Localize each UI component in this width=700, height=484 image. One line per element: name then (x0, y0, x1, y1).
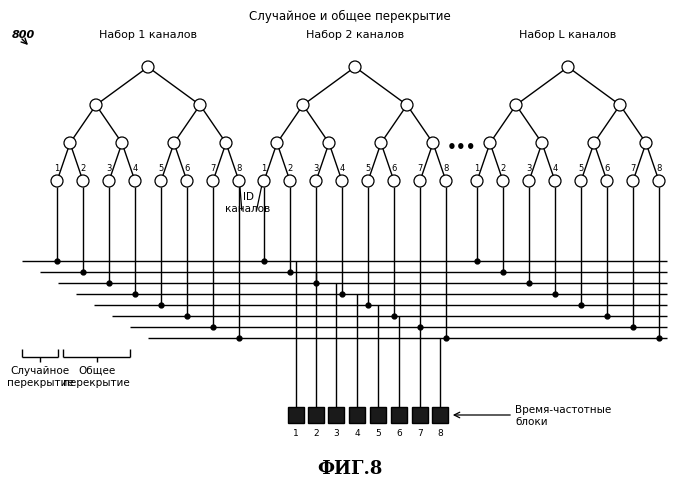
Circle shape (310, 176, 322, 188)
Bar (370, 407, 386, 423)
Circle shape (484, 138, 496, 150)
Text: 8: 8 (437, 428, 443, 437)
Circle shape (77, 176, 89, 188)
Bar (412, 407, 428, 423)
Text: Случайное и общее перекрытие: Случайное и общее перекрытие (249, 10, 451, 23)
Circle shape (116, 138, 128, 150)
Text: 6: 6 (184, 164, 190, 173)
Circle shape (362, 176, 374, 188)
Text: 8: 8 (443, 164, 449, 173)
Bar (288, 407, 304, 423)
Circle shape (194, 100, 206, 112)
Text: Общее
перекрытие: Общее перекрытие (63, 365, 130, 387)
Circle shape (388, 176, 400, 188)
Circle shape (401, 100, 413, 112)
Circle shape (536, 138, 548, 150)
Circle shape (90, 100, 102, 112)
Circle shape (271, 138, 283, 150)
Circle shape (601, 176, 613, 188)
Text: 3: 3 (333, 428, 339, 437)
Text: 5: 5 (375, 428, 381, 437)
Circle shape (497, 176, 509, 188)
Text: 3: 3 (106, 164, 112, 173)
Circle shape (168, 138, 180, 150)
Text: 5: 5 (365, 164, 370, 173)
Text: Время-частотные
блоки: Время-частотные блоки (515, 404, 611, 426)
Circle shape (414, 176, 426, 188)
Text: 1: 1 (55, 164, 60, 173)
Circle shape (653, 176, 665, 188)
Circle shape (575, 176, 587, 188)
Bar (308, 407, 324, 423)
Bar (432, 407, 448, 423)
Text: 6: 6 (604, 164, 610, 173)
Text: 7: 7 (417, 428, 423, 437)
Text: 3: 3 (314, 164, 318, 173)
Circle shape (207, 176, 219, 188)
Text: 7: 7 (210, 164, 216, 173)
Text: Набор 1 каналов: Набор 1 каналов (99, 30, 197, 40)
Text: 7: 7 (417, 164, 423, 173)
Circle shape (129, 176, 141, 188)
Text: 2: 2 (80, 164, 85, 173)
Text: 4: 4 (552, 164, 558, 173)
Circle shape (103, 176, 115, 188)
Circle shape (427, 138, 439, 150)
Circle shape (614, 100, 626, 112)
Text: 8: 8 (657, 164, 661, 173)
Text: 1: 1 (475, 164, 480, 173)
Text: 1: 1 (293, 428, 299, 437)
Circle shape (323, 138, 335, 150)
Circle shape (562, 62, 574, 74)
Text: Набор L каналов: Набор L каналов (519, 30, 617, 40)
Circle shape (588, 138, 600, 150)
Text: 6: 6 (391, 164, 397, 173)
Text: 7: 7 (630, 164, 636, 173)
Circle shape (349, 62, 361, 74)
Circle shape (549, 176, 561, 188)
Bar (328, 407, 344, 423)
Text: 5: 5 (158, 164, 164, 173)
Circle shape (627, 176, 639, 188)
Text: ФИГ.8: ФИГ.8 (317, 459, 383, 477)
Text: 5: 5 (578, 164, 584, 173)
Circle shape (336, 176, 348, 188)
Text: 8: 8 (237, 164, 242, 173)
Circle shape (640, 138, 652, 150)
Circle shape (510, 100, 522, 112)
Text: 2: 2 (500, 164, 505, 173)
Circle shape (233, 176, 245, 188)
Text: Случайное
перекрытие: Случайное перекрытие (6, 365, 74, 387)
Circle shape (523, 176, 535, 188)
Text: Набор 2 каналов: Набор 2 каналов (306, 30, 404, 40)
Text: 4: 4 (354, 428, 360, 437)
Circle shape (155, 176, 167, 188)
Text: 4: 4 (340, 164, 344, 173)
Bar (391, 407, 407, 423)
Bar (349, 407, 365, 423)
Text: 800: 800 (12, 30, 35, 40)
Circle shape (142, 62, 154, 74)
Circle shape (471, 176, 483, 188)
Circle shape (375, 138, 387, 150)
Text: ID
каналов: ID каналов (225, 192, 271, 213)
Circle shape (64, 138, 76, 150)
Circle shape (220, 138, 232, 150)
Text: 2: 2 (288, 164, 293, 173)
Circle shape (258, 176, 270, 188)
Circle shape (51, 176, 63, 188)
Text: 4: 4 (132, 164, 138, 173)
Circle shape (297, 100, 309, 112)
Text: 1: 1 (261, 164, 267, 173)
Text: •••: ••• (447, 140, 476, 155)
Text: 2: 2 (313, 428, 319, 437)
Circle shape (181, 176, 193, 188)
Text: 3: 3 (526, 164, 532, 173)
Circle shape (284, 176, 296, 188)
Text: 6: 6 (396, 428, 402, 437)
Circle shape (440, 176, 452, 188)
